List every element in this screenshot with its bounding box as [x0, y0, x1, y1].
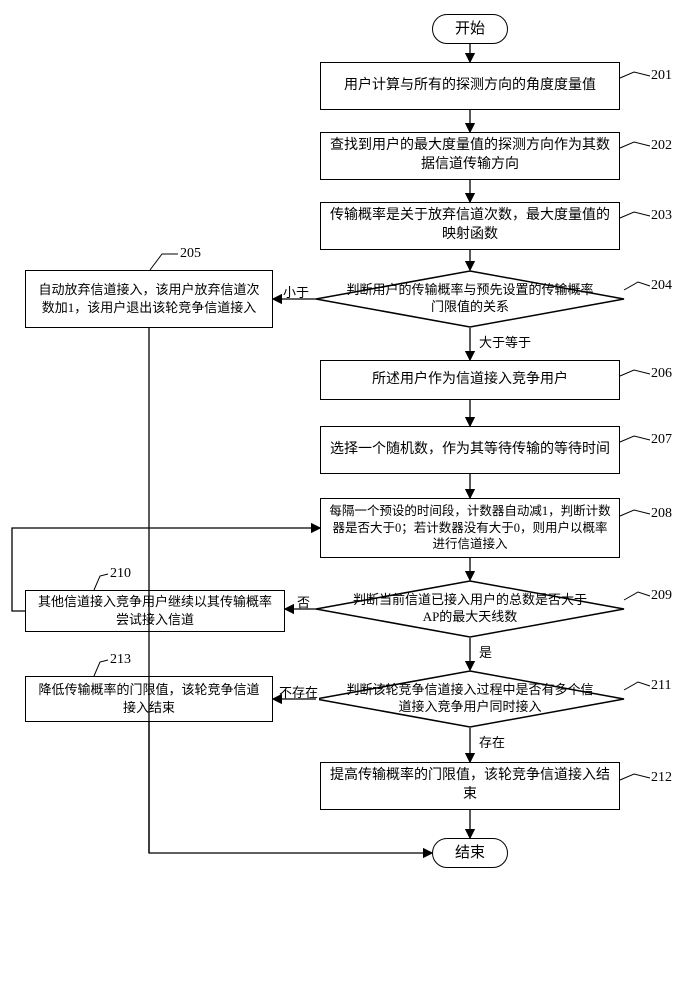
node-212-text: 提高传输概率的门限值，该轮竞争信道接入结束 — [329, 767, 611, 805]
node-202: 查找到用户的最大度量值的探测方向作为其数据信道传输方向 — [320, 132, 620, 180]
node-201: 用户计算与所有的探测方向的角度度量值 — [320, 62, 620, 110]
node-202-text: 查找到用户的最大度量值的探测方向作为其数据信道传输方向 — [329, 137, 611, 175]
node-201-text: 用户计算与所有的探测方向的角度度量值 — [344, 77, 596, 96]
node-212: 提高传输概率的门限值，该轮竞争信道接入结束 — [320, 762, 620, 810]
node-210-text: 其他信道接入竞争用户继续以其传输概率尝试接入信道 — [34, 593, 276, 628]
label-ge-204: 大于等于 — [478, 332, 532, 351]
ref-212: 212 — [651, 770, 672, 786]
start-terminal: 开始 — [432, 14, 508, 44]
label-lt-204: 小于 — [282, 282, 310, 301]
ref-208: 208 — [651, 506, 672, 522]
ref-207: 207 — [651, 432, 672, 448]
node-210: 其他信道接入竞争用户继续以其传输概率尝试接入信道 — [25, 590, 285, 632]
node-205: 自动放弃信道接入，该用户放弃信道次数加1，该用户退出该轮竞争信道接入 — [25, 270, 273, 328]
ref-202: 202 — [651, 138, 672, 154]
ref-204: 204 — [651, 278, 672, 294]
ref-209: 209 — [651, 588, 672, 604]
node-208: 每隔一个预设的时间段，计数器自动减1，判断计数器是否大于0；若计数器没有大于0，… — [320, 498, 620, 558]
decision-211: 判断该轮竞争信道接入过程中是否有多个信道接入竞争用户同时接入 — [315, 670, 625, 728]
ref-210: 210 — [110, 566, 131, 582]
node-203: 传输概率是关于放弃信道次数，最大度量值的映射函数 — [320, 202, 620, 250]
label-yes-209: 是 — [478, 642, 493, 661]
node-205-text: 自动放弃信道接入，该用户放弃信道次数加1，该用户退出该轮竞争信道接入 — [34, 281, 264, 316]
node-208-text: 每隔一个预设的时间段，计数器自动减1，判断计数器是否大于0；若计数器没有大于0，… — [329, 503, 611, 554]
ref-206: 206 — [651, 366, 672, 382]
node-213-text: 降低传输概率的门限值，该轮竞争信道接入结束 — [34, 681, 264, 716]
node-206: 所述用户作为信道接入竞争用户 — [320, 360, 620, 400]
ref-201: 201 — [651, 68, 672, 84]
decision-204-text: 判断用户的传输概率与预先设置的传输概率门限值的关系 — [345, 282, 595, 316]
label-yes-211: 存在 — [478, 732, 506, 751]
start-label: 开始 — [455, 19, 485, 39]
ref-203: 203 — [651, 208, 672, 224]
node-206-text: 所述用户作为信道接入竞争用户 — [372, 371, 568, 390]
end-terminal: 结束 — [432, 838, 508, 868]
label-no-211: 不存在 — [278, 682, 319, 701]
ref-211: 211 — [651, 678, 671, 694]
node-207: 选择一个随机数，作为其等待传输的等待时间 — [320, 426, 620, 474]
decision-204: 判断用户的传输概率与预先设置的传输概率门限值的关系 — [315, 270, 625, 328]
end-label: 结束 — [455, 843, 485, 863]
decision-211-text: 判断该轮竞争信道接入过程中是否有多个信道接入竞争用户同时接入 — [345, 682, 595, 716]
decision-209: 判断当前信道已接入用户的总数是否大于AP的最大天线数 — [315, 580, 625, 638]
decision-209-text: 判断当前信道已接入用户的总数是否大于AP的最大天线数 — [345, 592, 595, 626]
node-213: 降低传输概率的门限值，该轮竞争信道接入结束 — [25, 676, 273, 722]
node-203-text: 传输概率是关于放弃信道次数，最大度量值的映射函数 — [329, 207, 611, 245]
ref-213: 213 — [110, 652, 131, 668]
node-207-text: 选择一个随机数，作为其等待传输的等待时间 — [330, 441, 610, 460]
label-no-209: 否 — [296, 592, 311, 611]
ref-205: 205 — [180, 246, 201, 262]
